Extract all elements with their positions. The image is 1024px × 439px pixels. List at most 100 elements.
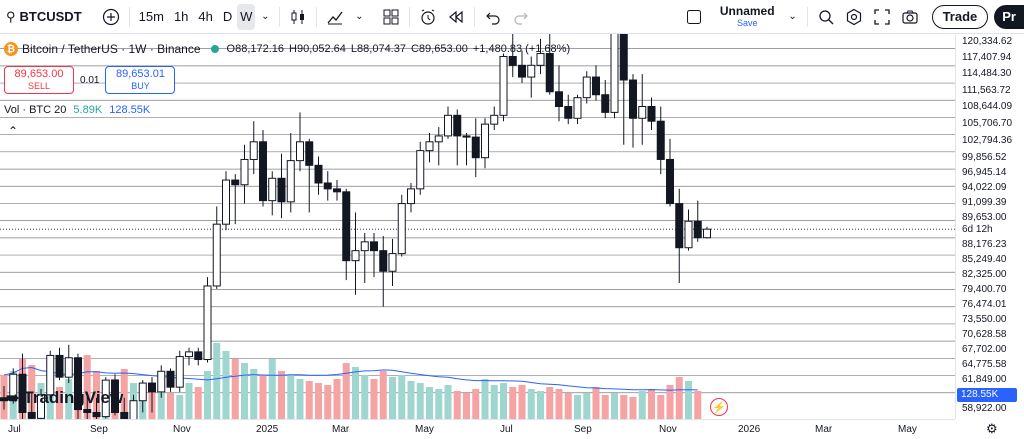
search-icon [818, 9, 834, 24]
candle-body [684, 220, 693, 249]
price-tick-label: 61,849.00 [962, 374, 1007, 385]
current-price-label: 89,653.00 [962, 212, 1007, 223]
interval-w[interactable]: W [237, 3, 256, 30]
symbol-search[interactable]: ⚲ BTCUSDT [0, 4, 87, 30]
volume-bar [204, 371, 211, 419]
volume-bar [527, 389, 535, 419]
candle-body [499, 55, 508, 116]
price-tick-label: 64,775.58 [962, 359, 1007, 370]
time-tick-label: Sep [574, 424, 592, 435]
sell-price: 89,653.00 [14, 68, 64, 80]
chart-type-button[interactable] [284, 4, 312, 30]
templates-button[interactable]: ⌄ [349, 4, 369, 30]
bitcoin-logo-icon: ₿ [4, 42, 18, 56]
tradingview-logo[interactable]: ➠ TradingView [6, 388, 123, 408]
candle-body [305, 141, 314, 166]
layout-dropdown[interactable]: ⌄ [783, 4, 803, 30]
volume-bar [296, 379, 304, 419]
settings-button[interactable] [840, 4, 868, 30]
layout-checkbox[interactable] [680, 4, 708, 30]
time-axis[interactable]: Jul Sep Nov 2025 Mar May Jul Sep Nov 2026 Mar May [0, 419, 955, 439]
price-tick-label: 114,484.30 [962, 68, 1012, 79]
tradingview-logo-text: TradingView [23, 388, 124, 407]
buy-price: 89,653.01 [116, 68, 165, 80]
redo-icon [514, 12, 529, 25]
layouts-button[interactable] [377, 4, 405, 30]
candle-body [222, 179, 230, 225]
candle-body [138, 382, 147, 402]
time-tick-label: Sep [90, 424, 108, 435]
compare-symbol-button[interactable] [97, 4, 125, 30]
volume-bar [176, 395, 184, 419]
publish-button[interactable]: Pr [994, 4, 1024, 29]
volume-bar [601, 395, 609, 419]
volume-bar [352, 367, 359, 419]
candle-body [351, 250, 360, 262]
candle-body [296, 141, 304, 162]
volume-bar [93, 371, 100, 419]
volume-bar [278, 371, 285, 419]
volume-bar [241, 363, 248, 419]
grid-icon [383, 9, 399, 24]
candle-body [157, 370, 166, 393]
volume-bar [620, 395, 628, 419]
time-tick-label: 2025 [256, 424, 279, 435]
plus-circle-icon [102, 8, 119, 25]
lightning-alert-icon[interactable]: ⚡ [710, 398, 728, 416]
snapshot-button[interactable] [896, 4, 924, 30]
redo-button[interactable] [507, 4, 535, 30]
alert-button[interactable] [414, 4, 442, 30]
volume-bar [287, 375, 295, 419]
buy-button[interactable]: 89,653.01 BUY [105, 66, 176, 94]
candle-body [564, 105, 573, 119]
collapse-legend-button[interactable]: ⌃ [8, 124, 18, 138]
volume-bar [342, 363, 350, 419]
candle-body [333, 188, 341, 193]
interval-d[interactable]: D [222, 9, 233, 24]
trade-button[interactable]: Trade [931, 4, 989, 29]
quick-search-button[interactable] [812, 4, 840, 30]
interval-4h[interactable]: 4h [198, 9, 213, 24]
volume-bar [472, 389, 480, 419]
volume-bar [416, 383, 424, 419]
undo-button[interactable] [479, 4, 507, 30]
candle-body [536, 53, 545, 66]
time-tick-label: Mar [332, 424, 350, 435]
candle-body [379, 250, 388, 272]
market-status-icon [210, 45, 219, 53]
divider [474, 6, 476, 27]
indicators-button[interactable] [321, 4, 349, 30]
buy-label: BUY [131, 81, 150, 91]
fullscreen-button[interactable] [868, 4, 896, 30]
layout-name[interactable]: Unnamed Save [720, 5, 775, 29]
interval-1h[interactable]: 1h [173, 9, 189, 24]
candle-body [277, 177, 286, 203]
volume-bar [231, 359, 239, 419]
volume-bar [361, 375, 369, 419]
interval-dropdown[interactable]: ⌄ [255, 4, 275, 30]
volume-bar [564, 393, 572, 419]
divider [279, 6, 281, 27]
volume-bar [611, 393, 618, 419]
save-status[interactable]: Save [736, 17, 758, 28]
candle-body [666, 158, 674, 205]
axis-settings-button[interactable]: ⚙ [986, 421, 998, 437]
interval-15m[interactable]: 15m [138, 9, 164, 24]
candle-body [18, 373, 27, 413]
price-tick-label: 99,856.52 [962, 152, 1007, 163]
volume-bar [259, 375, 267, 419]
fullscreen-icon [873, 8, 890, 25]
time-tick-label: May [415, 424, 434, 435]
candles-icon [291, 9, 305, 24]
candle-body [55, 354, 64, 378]
price-chart[interactable] [0, 34, 955, 419]
candle-body [111, 379, 119, 413]
tradingview-mark-icon: ➠ [6, 390, 20, 407]
candle-body [46, 354, 55, 396]
replay-button[interactable] [442, 4, 470, 30]
candle-body [249, 141, 258, 160]
sell-button[interactable]: 89,653.00 SELL [4, 66, 74, 94]
price-axis[interactable]: 120,334.62 117,407.94 114,484.30 111,563.72… [955, 34, 1024, 419]
volume-bar [194, 387, 202, 419]
alarm-clock-icon [421, 9, 435, 25]
